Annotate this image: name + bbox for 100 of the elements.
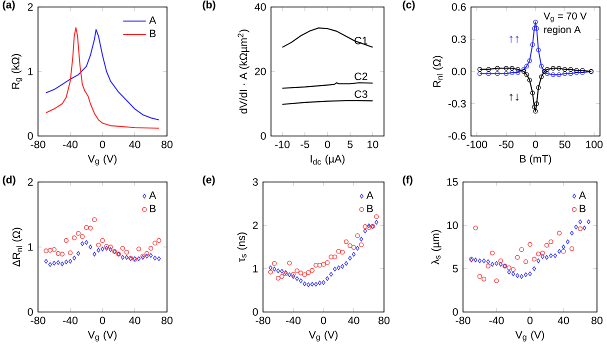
point: [498, 262, 503, 267]
point: [515, 255, 520, 260]
y-tick-label: 0: [28, 308, 33, 316]
x-tick-label: -10: [275, 140, 290, 148]
annotation: region A: [544, 26, 581, 36]
point: [362, 224, 368, 229]
point: [562, 71, 568, 76]
point: [314, 262, 318, 268]
point: [152, 240, 158, 246]
point: [88, 226, 93, 230]
chart-title: (d): [2, 176, 16, 186]
point: [322, 280, 326, 285]
point: [359, 236, 364, 242]
legend-label: A: [149, 191, 156, 199]
x-tick-label: 40: [558, 316, 570, 324]
point: [490, 250, 495, 256]
x-tick-label: 5: [348, 140, 353, 148]
point: [482, 276, 486, 282]
point: [363, 228, 367, 234]
point: [524, 272, 528, 278]
point: [290, 272, 296, 277]
point: [84, 225, 89, 230]
point: [92, 217, 97, 222]
x-tick-label: 80: [378, 316, 390, 324]
point: [528, 272, 532, 276]
point: [530, 90, 535, 96]
point: [495, 71, 500, 76]
point: [358, 242, 364, 248]
point: [473, 226, 478, 230]
point: [108, 247, 112, 252]
annotation: V$_{g}$ = 70 V: [544, 12, 587, 22]
point: [344, 239, 349, 244]
y-tick-label: 1: [28, 243, 33, 251]
point: [550, 66, 556, 71]
point: [539, 64, 544, 68]
y-tick-label: -0.3: [448, 100, 466, 108]
point: [124, 250, 130, 255]
point: [324, 260, 330, 265]
point: [556, 66, 562, 71]
point: [336, 248, 341, 254]
point: [321, 262, 326, 267]
x-axis-title: V$_{g}$ (V): [88, 330, 117, 342]
point: [56, 251, 60, 256]
point: [570, 246, 574, 252]
point: [280, 274, 284, 279]
point: [544, 71, 550, 76]
point: [80, 241, 84, 246]
point: [527, 58, 532, 64]
point: [511, 272, 516, 276]
x-tick-label: -40: [286, 316, 301, 324]
point: [272, 266, 276, 272]
y-axis-title: R$_{g}$ (kΩ): [11, 54, 22, 89]
y-axis-title: R$_{nl}$ (Ω): [432, 56, 443, 87]
x-axis-title: V$_{g}$ (V): [515, 330, 544, 342]
chart-title: (f): [402, 176, 412, 186]
point: [474, 258, 478, 262]
legend-label: B: [580, 204, 586, 212]
point: [352, 252, 356, 257]
point: [504, 66, 509, 71]
point: [294, 268, 300, 274]
point: [477, 274, 482, 279]
point: [60, 262, 64, 266]
y-tick-label: 40: [254, 3, 266, 11]
point: [532, 104, 537, 110]
x-tick-label: -100: [466, 140, 488, 148]
point: [329, 272, 333, 277]
point: [145, 254, 149, 258]
point: [532, 26, 537, 31]
point: [494, 278, 499, 284]
point: [482, 258, 486, 264]
y-axis-title: λ$_{s}$ (µm): [431, 230, 442, 264]
y-tick-label: 0: [452, 308, 458, 316]
point: [556, 72, 562, 78]
y-tick-label: 2: [28, 178, 33, 186]
x-tick-label: 40: [348, 316, 360, 324]
point: [544, 242, 550, 248]
y-axis-title: dV/dI · A (kΩµm$^{2}$): [238, 30, 250, 114]
series-label: C2: [354, 72, 368, 80]
x-tick-label: -40: [489, 316, 504, 324]
point: [527, 78, 532, 82]
y-tick-label: 2: [28, 3, 33, 11]
point: [566, 239, 570, 244]
x-axis-title: V$_{g}$ (V): [88, 154, 117, 166]
point: [76, 251, 80, 256]
y-tick-label: 20: [254, 68, 266, 76]
point: [318, 280, 322, 286]
point: [540, 250, 545, 256]
point: [536, 85, 541, 90]
point: [586, 220, 590, 224]
y-tick-label: 2: [252, 222, 258, 230]
x-tick-label: 40: [129, 316, 140, 324]
y-tick-label: 10: [447, 222, 458, 230]
point: [530, 42, 535, 47]
point: [486, 67, 491, 72]
point: [44, 248, 48, 254]
legend-label: B: [150, 204, 156, 212]
point: [533, 108, 538, 114]
y-tick-label: 0.3: [452, 35, 466, 44]
y-tick-label: 5: [452, 264, 458, 272]
point: [374, 214, 379, 219]
